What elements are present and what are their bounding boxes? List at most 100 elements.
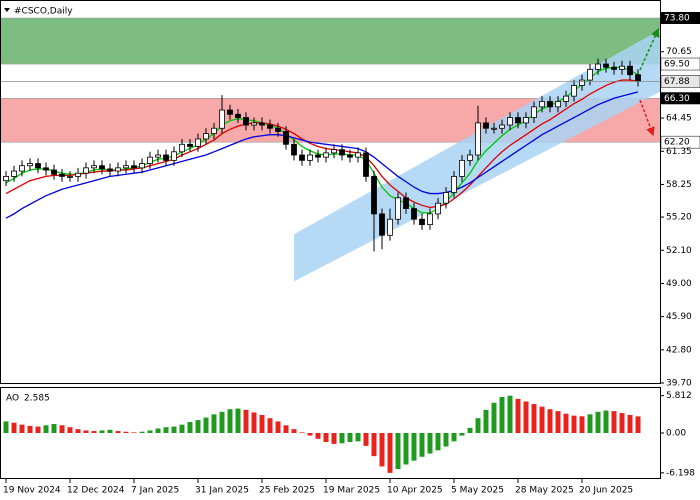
ao-bar bbox=[475, 418, 481, 433]
price-background bbox=[1, 17, 660, 282]
candle-body bbox=[283, 131, 289, 145]
ao-bar bbox=[419, 433, 425, 457]
candle-body bbox=[483, 122, 489, 129]
ao-bar bbox=[291, 429, 297, 433]
candle-body bbox=[267, 124, 273, 129]
candle-body bbox=[459, 159, 465, 177]
ao-bar bbox=[603, 410, 609, 433]
candle-body bbox=[195, 138, 201, 147]
ao-bar bbox=[315, 433, 321, 439]
price-foreground bbox=[1, 58, 660, 252]
ao-bar bbox=[11, 422, 17, 433]
candle-body bbox=[187, 143, 193, 147]
ao-bar bbox=[195, 420, 201, 433]
candle-body bbox=[619, 65, 625, 70]
ao-bar bbox=[459, 433, 465, 436]
x-tick-label: 31 Jan 2025 bbox=[195, 486, 249, 496]
ao-bar bbox=[179, 424, 185, 433]
ao-bar bbox=[403, 433, 409, 465]
candle-body bbox=[155, 154, 161, 158]
candle-body bbox=[43, 167, 49, 171]
ao-bar bbox=[595, 411, 601, 433]
candle-body bbox=[379, 213, 385, 236]
ao-bar bbox=[35, 426, 41, 433]
candle-body bbox=[99, 165, 105, 170]
ao-bar bbox=[491, 402, 497, 433]
ao-bar bbox=[379, 433, 385, 467]
ao-bar bbox=[395, 433, 401, 469]
candle-body bbox=[339, 149, 345, 156]
y-tick-label: 45.90 bbox=[666, 312, 692, 322]
candle-body bbox=[75, 172, 81, 177]
ao-bar bbox=[555, 411, 561, 433]
menu-triangle bbox=[4, 8, 10, 12]
candle-body bbox=[539, 101, 545, 108]
candle-body bbox=[531, 106, 537, 118]
candle-body bbox=[331, 149, 337, 154]
zone-label: 62.20 bbox=[664, 138, 690, 148]
candle-body bbox=[571, 85, 577, 97]
last-price-label: 67.88 bbox=[664, 77, 690, 87]
candle-body bbox=[251, 122, 257, 126]
candle-body bbox=[507, 117, 513, 126]
ao-bar bbox=[371, 433, 377, 457]
ao-bar bbox=[339, 433, 345, 444]
ao-bar bbox=[443, 433, 449, 447]
y-tick-label: -6.198 bbox=[666, 468, 695, 478]
ao-bar bbox=[27, 425, 33, 433]
y-tick-label: 52.10 bbox=[666, 246, 692, 256]
ao-bar bbox=[107, 429, 113, 433]
x-tick-label: 7 Jan 2025 bbox=[131, 486, 179, 496]
ao-value: 2.585 bbox=[24, 394, 50, 404]
candle-body bbox=[123, 165, 129, 169]
ao-bar bbox=[83, 430, 89, 433]
candle-body bbox=[291, 143, 297, 156]
candle-body bbox=[27, 163, 33, 167]
candle-body bbox=[419, 218, 425, 225]
candle-body bbox=[451, 176, 457, 193]
candle-body bbox=[547, 101, 553, 108]
candle-body bbox=[243, 117, 249, 126]
candle-body bbox=[91, 165, 97, 169]
candle-body bbox=[499, 124, 505, 129]
candle-body bbox=[443, 192, 449, 204]
x-tick-label: 19 Mar 2025 bbox=[323, 486, 380, 496]
candle-body bbox=[347, 154, 353, 158]
candle-body bbox=[179, 143, 185, 153]
ao-bar bbox=[323, 433, 329, 442]
candle-body bbox=[83, 167, 89, 174]
ao-name: AO bbox=[6, 394, 19, 404]
y-tick-label: 64.45 bbox=[666, 114, 692, 124]
candle-body bbox=[427, 213, 433, 225]
ao-bar bbox=[67, 427, 73, 433]
y-tick-label: 5.812 bbox=[666, 391, 692, 401]
ao-bar bbox=[635, 416, 641, 433]
candle-body bbox=[203, 133, 209, 140]
candle-body bbox=[435, 202, 441, 215]
ao-bar bbox=[163, 427, 169, 433]
ao-bar bbox=[563, 413, 569, 433]
price-frame bbox=[0, 0, 661, 384]
up-arrow bbox=[639, 27, 660, 71]
candle-body bbox=[211, 127, 217, 135]
ao-bar bbox=[187, 422, 193, 433]
candle-body bbox=[627, 65, 633, 76]
candle-body bbox=[491, 127, 497, 130]
candle-body bbox=[555, 101, 561, 108]
ao-bar bbox=[203, 417, 209, 433]
zone-label: 66.30 bbox=[664, 94, 690, 104]
y-tick-label: 58.25 bbox=[666, 180, 692, 190]
candle-body bbox=[3, 176, 9, 182]
ao-bar bbox=[483, 409, 489, 433]
candle-body bbox=[363, 152, 369, 177]
ao-bar bbox=[59, 425, 65, 433]
candle-body bbox=[299, 154, 305, 161]
candle-body bbox=[163, 154, 169, 161]
candle-body bbox=[11, 170, 17, 177]
candle-body bbox=[579, 79, 585, 86]
ao-bar bbox=[411, 433, 417, 461]
candle-body bbox=[467, 154, 473, 161]
y-tick-label: 55.20 bbox=[666, 213, 692, 223]
zone-label: 73.80 bbox=[664, 14, 690, 24]
